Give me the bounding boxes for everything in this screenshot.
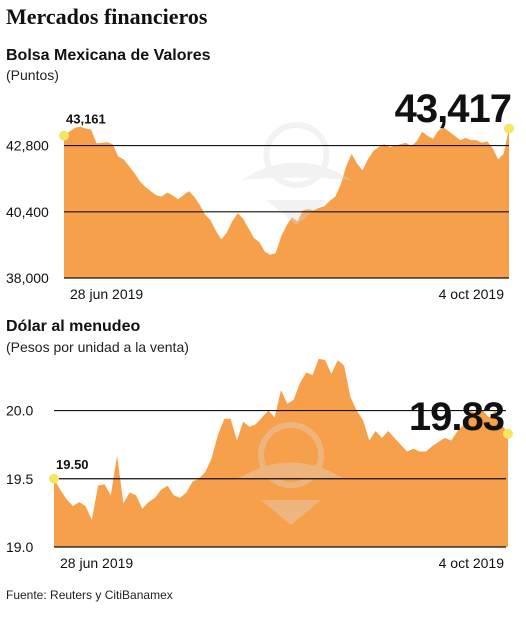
chart2-watermark-ring [258,422,324,488]
chart2-watermark-wings [236,462,346,480]
chart1-watermark-wings [241,162,352,180]
chart1-ytick-label: 38,000 [6,270,49,286]
chart1-start-value-label: 43,161 [66,112,106,127]
chart1-ytick-label: 42,800 [6,138,49,154]
chart2-start-value-label: 19.50 [56,457,89,472]
chart2-start-marker [49,473,59,484]
chart2-area-series [54,358,508,547]
chart2-watermark-emblem-icon [236,422,346,525]
chart1-watermark-emblem-icon [241,122,352,225]
chart2-x-start-label: 28 jun 2019 [60,555,133,571]
chart1-subtitle: (Puntos) [6,67,59,83]
chart2-title: Dólar al menudeo [6,318,141,335]
chart1-x-end-label: 4 oct 2019 [439,286,505,302]
chart2-subtitle: (Pesos por unidad a la venta) [6,339,189,355]
chart2-ytick-label: 19.5 [6,471,33,487]
chart1-x-start-label: 28 jun 2019 [70,286,143,302]
chart2-x-end-label: 4 oct 2019 [439,555,505,571]
chart1-end-marker [504,123,514,134]
chart1-ytick-label: 40,400 [6,204,49,220]
chart1-end-value-label: 43,417 [395,87,511,131]
chart2-ytick-label: 19.0 [6,539,33,555]
chart1-watermark-ring [263,122,330,188]
chart2-ytick-label: 20.0 [6,403,33,419]
chart1-title: Bolsa Mexicana de Valores [6,47,211,64]
chart1-area-series [64,126,509,278]
chart1-watermark-base [266,200,327,225]
chart2-end-value-label: 19.83 [409,395,504,439]
page-title: Mercados financieros [6,4,208,29]
chart2-watermark-base [261,500,321,525]
source-note: Fuente: Reuters y CitiBanamex [6,588,173,602]
chart1-start-marker [59,130,69,141]
chart2-end-marker [503,428,513,439]
